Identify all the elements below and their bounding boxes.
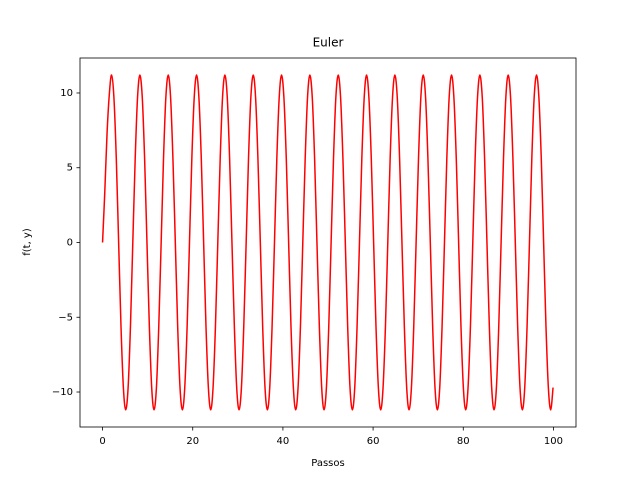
- plot-frame: [79, 57, 577, 428]
- line-series: [101, 74, 554, 411]
- x-tick-label: 20: [186, 436, 199, 447]
- x-tick-label: 40: [277, 436, 290, 447]
- y-tick-label: −10: [52, 387, 73, 398]
- x-tick-label: 0: [99, 436, 105, 447]
- x-tick-label: 80: [457, 436, 470, 447]
- x-tick-label: 60: [367, 436, 380, 447]
- x-tick-label: 100: [544, 436, 563, 447]
- y-tick-label: 5: [67, 163, 73, 174]
- y-tick-label: 10: [60, 88, 73, 99]
- y-tick-label: 0: [67, 238, 73, 249]
- y-tick-label: −5: [58, 312, 73, 323]
- x-axis-label: Passos: [311, 458, 344, 469]
- chart-title: Euler: [313, 36, 344, 50]
- y-axis-label: f(t, y): [22, 228, 33, 256]
